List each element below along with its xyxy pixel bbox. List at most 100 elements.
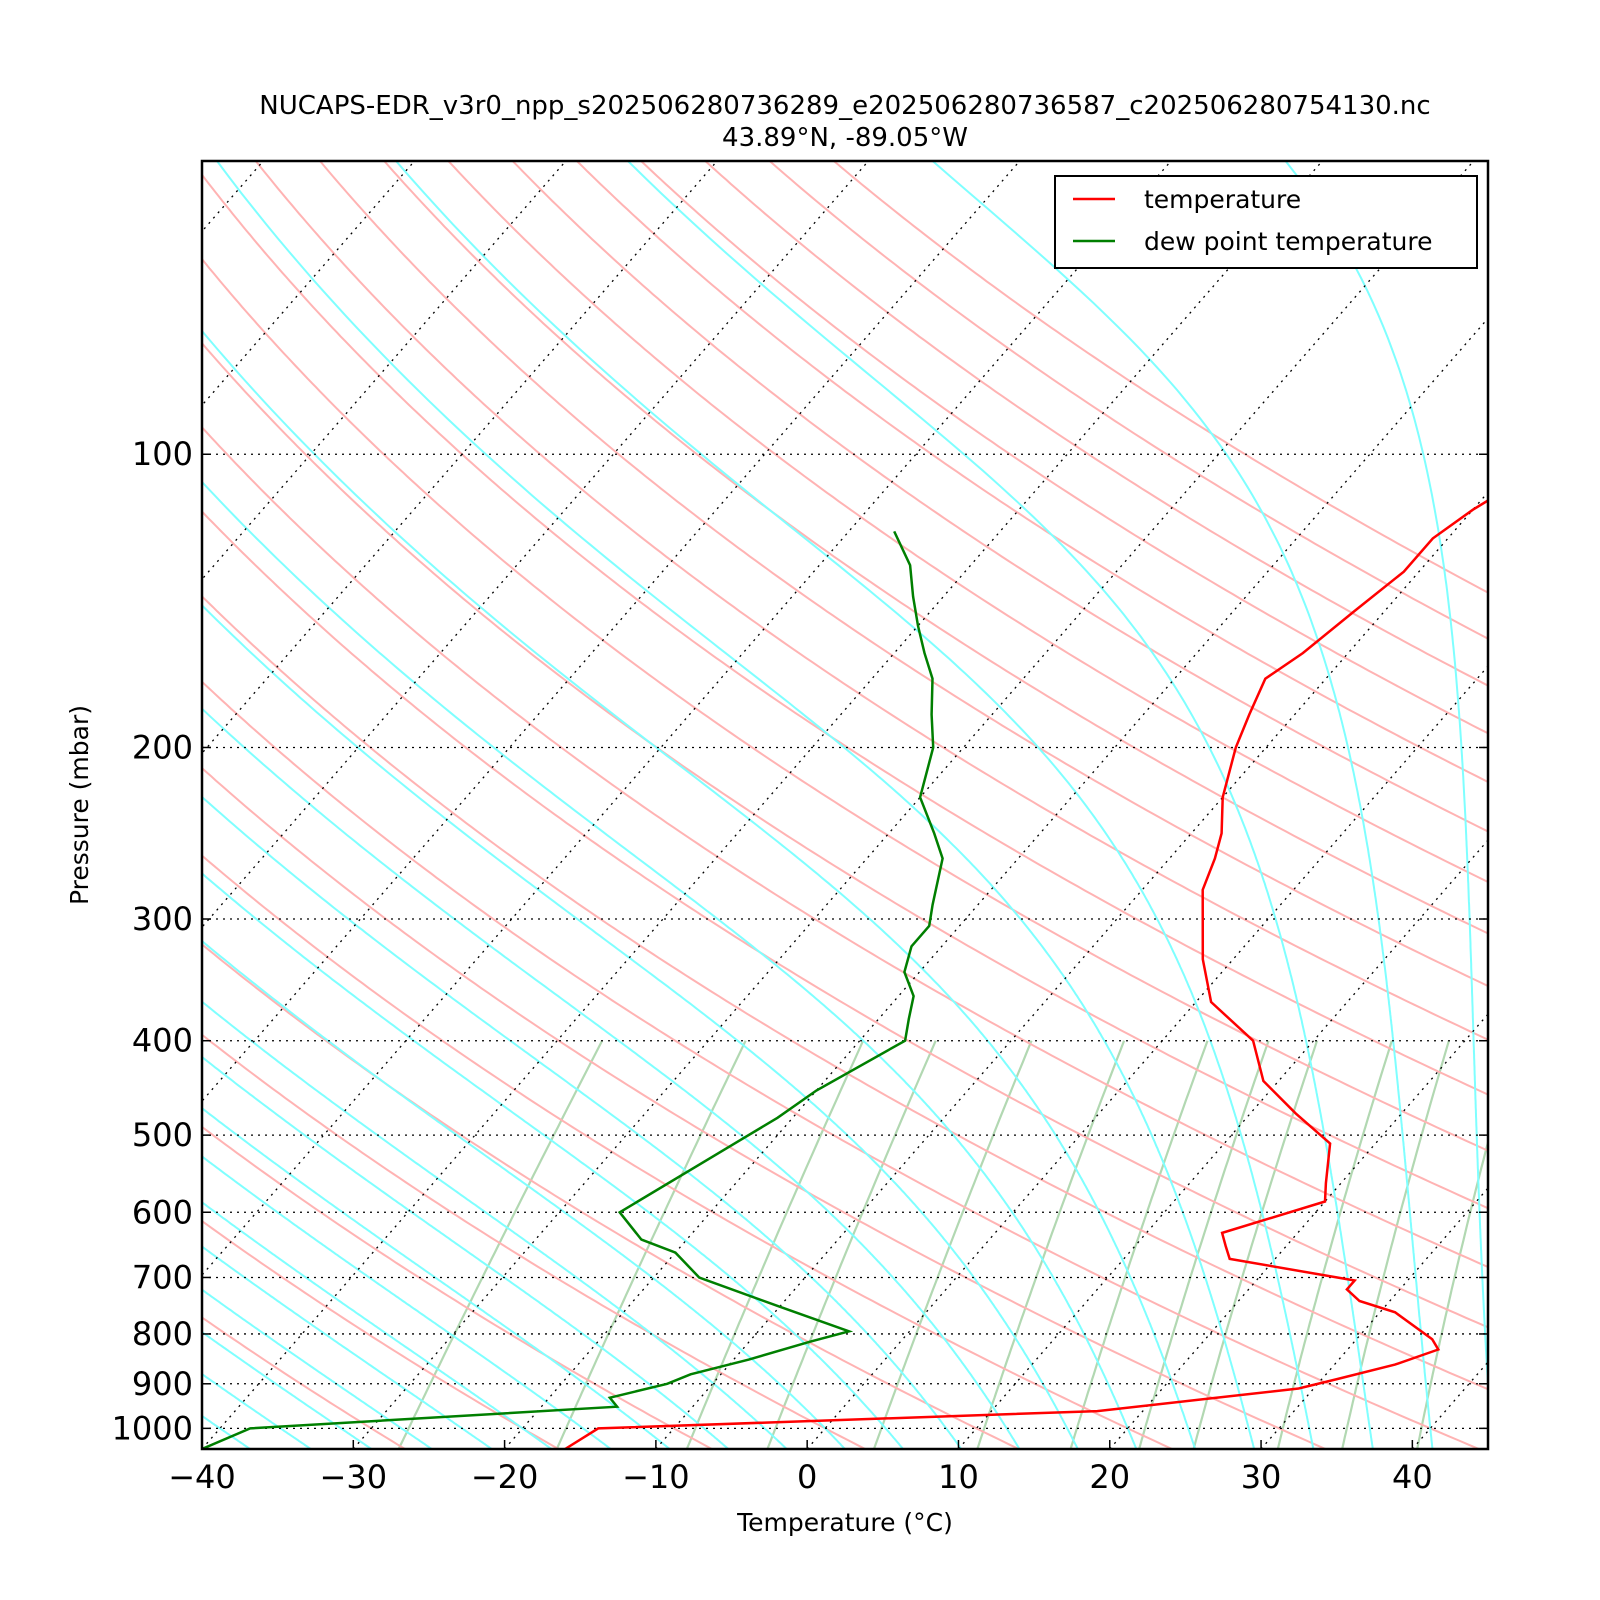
mixing-ratio-line [1192,1040,1319,1449]
dry-adiabat [202,425,1488,1269]
dry-adiabat [202,943,1020,1449]
dry-adiabat [254,161,1488,1041]
moist-adiabat [202,795,962,1449]
legend-dewpoint-label: dew point temperature [1144,227,1433,256]
y-tick-label: 200 [132,728,193,766]
legend: temperature dew point temperature [1054,175,1478,269]
moist-adiabat [202,1106,671,1449]
isotherm [352,161,1475,1449]
isotherm [202,161,567,581]
dry-adiabat [202,173,1488,1096]
y-axis-label: Pressure (mbar) [65,705,94,905]
dry-adiabats [202,161,1488,1449]
y-tick-label: 300 [132,900,193,938]
x-tick-label: 30 [1241,1458,1282,1496]
plot-frame [200,159,1490,1451]
moist-adiabat [202,1000,788,1449]
dewpoint-line [202,530,944,1449]
x-tick-label: −30 [320,1458,388,1496]
legend-box [1054,175,1478,269]
dry-adiabat [202,594,1488,1391]
legend-temperature-label: temperature [1144,185,1301,214]
moist-adiabat [202,1288,433,1449]
x-tick-label: −40 [168,1458,236,1496]
moist-adiabat [931,161,1434,1449]
moist-adiabat [202,603,1079,1449]
x-tick-label: −10 [622,1458,690,1496]
moist-adiabat [202,872,904,1449]
dry-adiabat [202,766,1326,1449]
x-tick-label: 10 [938,1458,979,1496]
y-tick-label: 600 [132,1193,193,1231]
dry-adiabat [704,161,1488,687]
x-axis-label: Temperature (°C) [736,1508,953,1537]
x-tick-label: −20 [471,1458,539,1496]
dry-adiabat [202,1033,866,1449]
moist-adiabat [627,161,1374,1449]
mixing-ratio-lines [397,1040,1488,1449]
isobar-grid [202,453,1488,1430]
isotherm-grid [202,161,1488,1449]
y-tick-label: 700 [132,1258,193,1296]
dry-adiabat [202,257,1488,1152]
isotherm [202,161,415,407]
moist-adiabat [202,939,846,1449]
mixing-ratio-line [1138,1040,1270,1449]
mixing-ratio-line [1416,1137,1488,1449]
isotherm [202,161,718,755]
dry-adiabat [202,341,1488,1210]
moist-adiabat [202,1155,612,1449]
temperature-line [564,499,1488,1449]
mixing-ratio-line [1276,1040,1393,1449]
isotherm [202,161,1323,1449]
moist-adiabat [202,1245,493,1449]
mixing-ratio-line [1341,1040,1450,1449]
y-tick-label: 1000 [112,1409,193,1447]
x-tick-label: 20 [1089,1458,1130,1496]
mixing-ratio-line [1069,1040,1209,1449]
dry-adiabat [202,680,1480,1449]
isotherm [202,161,869,929]
moist-adiabat [202,1055,730,1449]
y-tick-label: 500 [132,1116,193,1154]
dry-adiabat [833,161,1488,594]
dry-adiabat [768,161,1488,640]
moist-adiabat [216,161,1256,1449]
isotherm [504,317,1488,1449]
moist-adiabat [202,329,1197,1449]
x-tick-label: 40 [1392,1458,1433,1496]
mixing-ratio-line [685,1040,865,1449]
dry-adiabat [640,161,1488,735]
dry-adiabat [202,1125,713,1449]
moist-adiabat [202,480,1138,1449]
isotherm [202,161,1021,1103]
dry-adiabat [202,1219,559,1449]
chart-title: NUCAPS-EDR_v3r0_npp_s202506280736289_e20… [259,91,1430,121]
dry-adiabat [319,161,1488,988]
dry-adiabat [202,854,1173,1449]
chart-subtitle: 43.89°N, -89.05°W [722,123,968,153]
y-axis: 100 200 300 400 500 600 700 800 900 1000 [112,435,1488,1447]
dry-adiabat [447,161,1488,884]
mixing-ratio-line [872,1040,1033,1449]
dry-adiabat [202,510,1488,1329]
x-tick-label: 0 [797,1458,817,1496]
moist-adiabat [202,1372,312,1449]
isotherm [202,161,1172,1277]
y-tick-label: 100 [132,435,193,473]
mixing-ratio-line [397,1040,604,1449]
moist-adiabat [202,707,1021,1449]
moist-adiabat [202,1330,373,1449]
dry-adiabat [576,161,1488,784]
plot-area [202,161,1488,1449]
mixing-ratio-line [766,1040,937,1449]
y-tick-label: 400 [132,1022,193,1060]
y-tick-label: 900 [132,1365,193,1403]
x-axis: −40 −30 −20 −10 0 10 20 30 40 [168,1440,1433,1496]
y-tick-label: 800 [132,1315,193,1353]
moist-adiabat [395,161,1315,1449]
mixing-ratio-line [976,1040,1126,1449]
dry-adiabat [511,161,1488,833]
mixing-ratio-line [555,1040,747,1449]
